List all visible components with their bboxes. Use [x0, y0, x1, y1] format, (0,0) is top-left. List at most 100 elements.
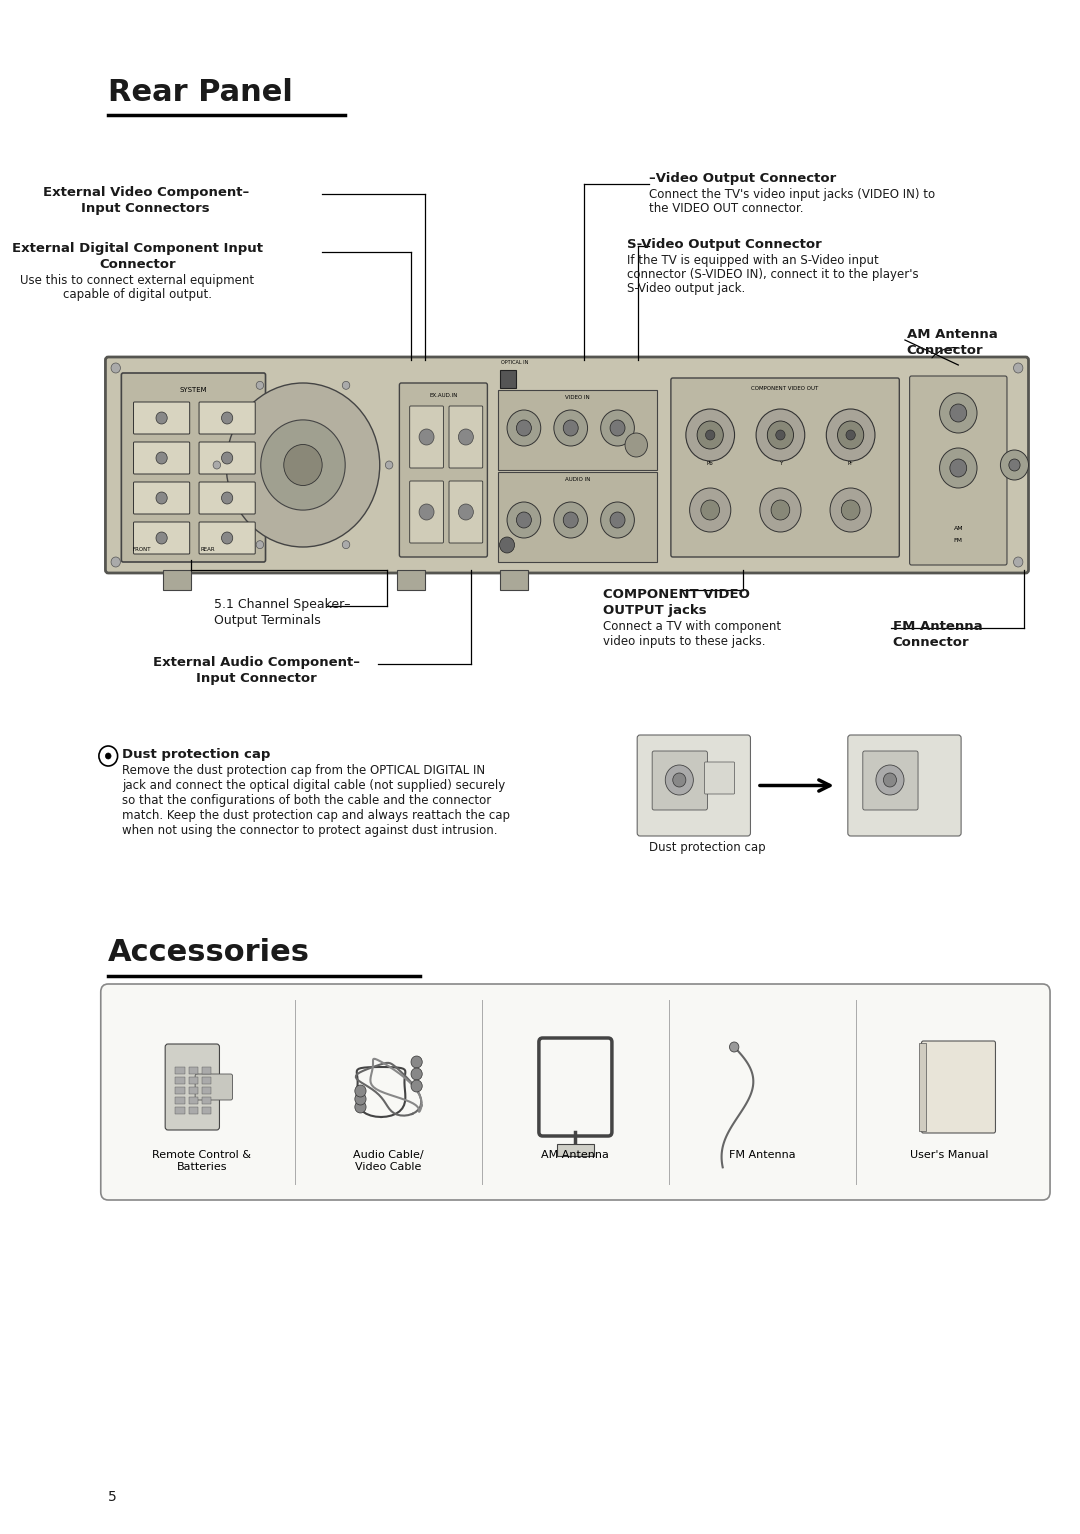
Circle shape	[940, 448, 977, 488]
Text: FM: FM	[954, 538, 962, 543]
Text: SYSTEM: SYSTEM	[179, 387, 207, 393]
FancyBboxPatch shape	[121, 373, 266, 561]
Circle shape	[106, 753, 111, 759]
Circle shape	[600, 502, 634, 538]
Text: Input Connectors: Input Connectors	[81, 202, 210, 215]
Circle shape	[411, 1068, 422, 1080]
Circle shape	[213, 462, 220, 469]
Text: Connector: Connector	[907, 344, 984, 357]
Circle shape	[665, 765, 693, 795]
Text: AM Antenna: AM Antenna	[907, 328, 998, 341]
Circle shape	[771, 500, 789, 520]
Circle shape	[355, 1101, 366, 1114]
Circle shape	[156, 453, 167, 463]
Circle shape	[883, 773, 896, 787]
Circle shape	[284, 445, 322, 485]
Circle shape	[760, 488, 801, 532]
Text: EX.AUD.IN: EX.AUD.IN	[429, 393, 458, 397]
Text: Connector: Connector	[99, 258, 176, 272]
Bar	[189, 1108, 198, 1114]
Circle shape	[458, 430, 473, 445]
Text: FRONT: FRONT	[133, 548, 151, 552]
Circle shape	[355, 1094, 366, 1104]
Bar	[202, 1077, 211, 1085]
Circle shape	[500, 537, 514, 552]
Text: Y: Y	[779, 462, 782, 466]
Text: the VIDEO OUT connector.: the VIDEO OUT connector.	[649, 202, 804, 215]
FancyBboxPatch shape	[100, 983, 1050, 1200]
Bar	[175, 1068, 185, 1074]
Bar	[202, 1068, 211, 1074]
Bar	[498, 390, 657, 469]
Circle shape	[386, 462, 393, 469]
Circle shape	[507, 502, 541, 538]
Circle shape	[256, 540, 264, 549]
Text: jack and connect the optical digital cable (not supplied) securely: jack and connect the optical digital cab…	[122, 779, 505, 792]
FancyBboxPatch shape	[199, 522, 255, 554]
FancyBboxPatch shape	[199, 442, 255, 474]
FancyBboxPatch shape	[704, 762, 734, 795]
Bar	[202, 1108, 211, 1114]
Circle shape	[841, 500, 860, 520]
Circle shape	[516, 512, 531, 528]
Text: Remote Control &
Batteries: Remote Control & Batteries	[152, 1150, 252, 1172]
Text: VIDEO IN: VIDEO IN	[565, 394, 590, 400]
Bar	[189, 1088, 198, 1094]
Bar	[396, 571, 424, 591]
Text: FM Antenna: FM Antenna	[729, 1150, 796, 1160]
Circle shape	[156, 492, 167, 505]
Text: Audio Cable/
Video Cable: Audio Cable/ Video Cable	[353, 1150, 423, 1172]
Circle shape	[411, 1080, 422, 1092]
FancyBboxPatch shape	[449, 407, 483, 468]
Circle shape	[458, 505, 473, 520]
Bar	[500, 370, 516, 388]
Circle shape	[111, 364, 120, 373]
Text: Connect the TV's video input jacks (VIDEO IN) to: Connect the TV's video input jacks (VIDE…	[649, 189, 935, 201]
Circle shape	[950, 403, 967, 422]
Text: OUTPUT jacks: OUTPUT jacks	[603, 604, 706, 617]
Circle shape	[876, 765, 904, 795]
Bar	[163, 571, 191, 591]
Text: OPTICAL IN: OPTICAL IN	[501, 360, 529, 365]
Circle shape	[221, 413, 233, 423]
Circle shape	[940, 393, 977, 433]
Bar	[189, 1068, 198, 1074]
Text: Dust protection cap: Dust protection cap	[649, 841, 766, 854]
Circle shape	[837, 420, 864, 449]
Bar	[175, 1088, 185, 1094]
Circle shape	[419, 430, 434, 445]
FancyBboxPatch shape	[637, 735, 751, 836]
Circle shape	[111, 557, 120, 568]
Bar	[175, 1108, 185, 1114]
Circle shape	[610, 420, 625, 436]
Text: External Audio Component–: External Audio Component–	[152, 657, 360, 669]
Bar	[498, 472, 657, 561]
Text: Rear Panel: Rear Panel	[108, 78, 293, 107]
Circle shape	[673, 773, 686, 787]
FancyBboxPatch shape	[409, 482, 444, 543]
Circle shape	[600, 410, 634, 446]
Text: S-Video output jack.: S-Video output jack.	[626, 282, 745, 295]
Text: AM: AM	[954, 526, 963, 531]
Circle shape	[729, 1042, 739, 1052]
FancyBboxPatch shape	[199, 402, 255, 434]
Circle shape	[226, 384, 380, 548]
Circle shape	[156, 413, 167, 423]
FancyBboxPatch shape	[106, 357, 1028, 574]
FancyBboxPatch shape	[134, 402, 190, 434]
Circle shape	[950, 459, 967, 477]
FancyBboxPatch shape	[134, 522, 190, 554]
Circle shape	[756, 410, 805, 462]
Circle shape	[690, 488, 731, 532]
Circle shape	[221, 453, 233, 463]
Text: COMPONENT VIDEO: COMPONENT VIDEO	[603, 588, 750, 601]
Bar	[175, 1077, 185, 1085]
Circle shape	[99, 746, 118, 765]
Circle shape	[625, 433, 648, 457]
FancyBboxPatch shape	[165, 1045, 219, 1131]
Text: Input Connector: Input Connector	[195, 672, 316, 686]
Text: Connect a TV with component: Connect a TV with component	[603, 620, 781, 634]
Circle shape	[1013, 557, 1023, 568]
Bar	[189, 1077, 198, 1085]
Circle shape	[564, 512, 578, 528]
